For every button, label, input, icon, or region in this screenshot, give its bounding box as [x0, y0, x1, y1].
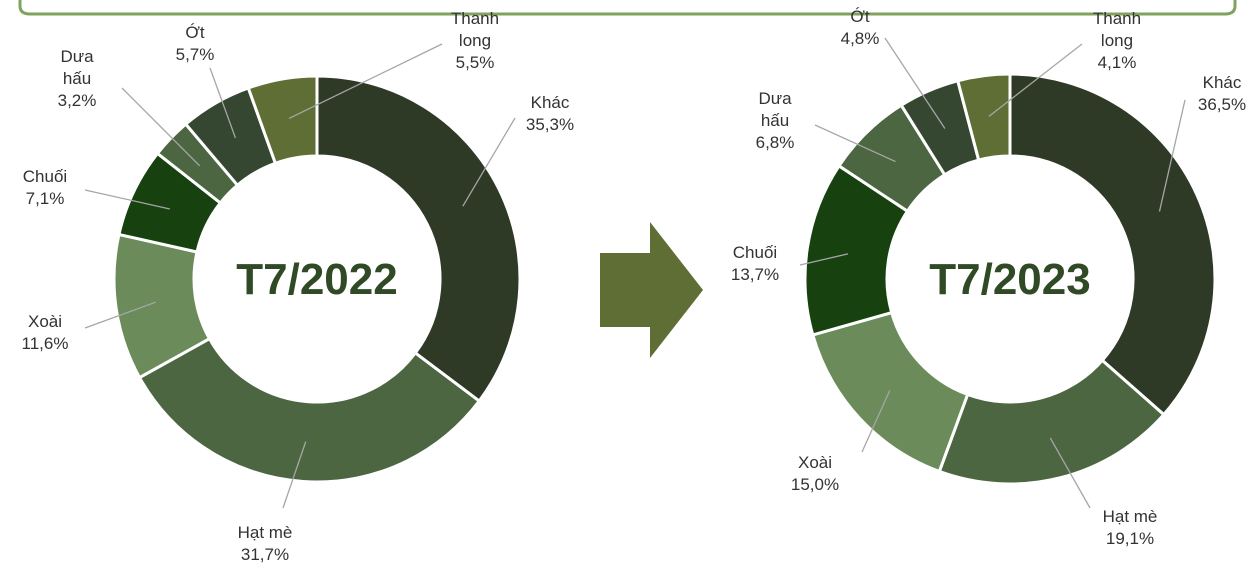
arrow [600, 222, 703, 358]
donut-slice [937, 358, 1166, 486]
value-label: 7,1% [26, 189, 65, 208]
leader-line [799, 253, 849, 266]
category-label: Hạt mè [238, 523, 293, 542]
leader-line [84, 189, 170, 210]
value-label: 6,8% [756, 133, 795, 152]
value-label: 11,6% [22, 334, 69, 353]
value-label: 31,7% [241, 545, 289, 564]
center-label: T7/2022 [236, 255, 397, 304]
leader-line [462, 117, 516, 207]
value-label: 13,7% [731, 265, 779, 284]
category-label: Khác [1203, 73, 1242, 92]
category-label: Khác [531, 93, 570, 112]
category-label: Xoài [798, 453, 832, 472]
category-label: Ớt [850, 7, 870, 26]
leader-line [1158, 99, 1186, 212]
value-label: 5,5% [456, 53, 495, 72]
category-label: Chuối [23, 167, 67, 186]
donut-slice [810, 310, 970, 474]
category-label: Thanh long [1093, 9, 1141, 50]
leader-line [814, 124, 896, 163]
donut-slice [955, 72, 1012, 162]
donut-slice [246, 74, 319, 166]
leader-line [988, 43, 1083, 117]
leader-line [282, 441, 307, 509]
value-label: 3,2% [58, 91, 97, 110]
leader-line [1049, 437, 1091, 509]
value-label: 35,3% [526, 115, 574, 134]
category-label: Hạt mè [1103, 507, 1158, 526]
category-label: Chuối [733, 243, 777, 262]
leader-line [861, 390, 891, 453]
frame-edge [18, 0, 1237, 16]
donut-slice [315, 74, 522, 404]
donut-slice [137, 336, 482, 484]
category-label: Dưa hấu [758, 89, 792, 130]
value-label: 4,1% [1098, 53, 1137, 72]
leader-line [288, 43, 443, 120]
center-label: T7/2023 [929, 255, 1090, 304]
category-label: Xoài [28, 312, 62, 331]
value-label: 36,5% [1198, 95, 1246, 114]
leader-line [884, 37, 946, 129]
category-label: Thanh long [451, 9, 499, 50]
leader-line [209, 67, 237, 139]
leader-line [84, 301, 156, 329]
category-label: Ớt [185, 23, 205, 42]
category-label: Dưa hấu [60, 47, 94, 88]
leader-line [121, 87, 201, 167]
value-label: 19,1% [1106, 529, 1154, 548]
value-label: 5,7% [176, 45, 215, 64]
donut-slice [1008, 72, 1217, 417]
value-label: 15,0% [791, 475, 839, 494]
value-label: 4,8% [841, 29, 880, 48]
